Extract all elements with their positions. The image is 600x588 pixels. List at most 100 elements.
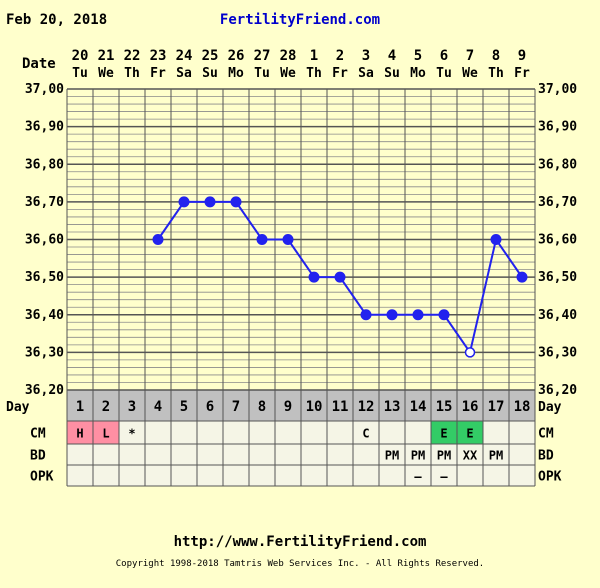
opk-row-label: OPK <box>30 470 54 485</box>
date-label: 4 <box>388 48 396 64</box>
cycle-day: 4 <box>154 399 162 415</box>
y-tick-left: 36,20 <box>25 383 64 398</box>
day-row-label-right: Day <box>538 400 562 415</box>
bd-cell: PM <box>385 449 399 463</box>
cycle-day: 8 <box>258 399 266 415</box>
y-tick-right: 36,90 <box>538 120 577 135</box>
weekday-label: We <box>462 66 478 81</box>
opk-cell: — <box>414 470 422 484</box>
y-tick-right: 36,20 <box>538 383 577 398</box>
temperature-point <box>464 347 476 358</box>
y-tick-right: 36,30 <box>538 345 577 360</box>
date-label: 28 <box>280 48 297 64</box>
footer-copyright: Copyright 1998-2018 Tamtris Web Services… <box>116 559 484 569</box>
cm-cell: * <box>128 427 135 441</box>
date-label: 6 <box>440 48 448 64</box>
y-tick-right: 36,40 <box>538 308 577 323</box>
cm-cell-highlight <box>67 421 93 444</box>
temperature-point <box>412 309 424 321</box>
bd-cell: PM <box>437 449 451 463</box>
weekday-label: Fr <box>514 66 530 81</box>
weekday-label: Tu <box>254 66 270 81</box>
cycle-day: 11 <box>332 399 349 415</box>
date-label: 25 <box>202 48 219 64</box>
cycle-day: 3 <box>128 399 136 415</box>
cycle-day: 9 <box>284 399 292 415</box>
weekday-label: Tu <box>436 66 452 81</box>
weekday-label: Mo <box>228 66 244 81</box>
date-label: 20 <box>72 48 89 64</box>
cm-cell-highlight <box>457 421 483 444</box>
weekday-label: We <box>98 66 114 81</box>
cycle-day: 1 <box>76 399 84 415</box>
cm-cell: E <box>466 427 473 441</box>
y-tick-left: 36,30 <box>25 345 64 360</box>
weekday-label: Sa <box>176 66 192 81</box>
header-site: FertilityFriend.com <box>220 12 380 28</box>
y-tick-left: 36,70 <box>25 195 64 210</box>
weekday-label: Su <box>384 66 400 81</box>
cm-cell: E <box>440 427 447 441</box>
temperature-point <box>438 309 450 321</box>
y-tick-left: 36,90 <box>25 120 64 135</box>
temperature-point <box>256 234 268 245</box>
cycle-day: 15 <box>436 399 453 415</box>
bd-cell: XX <box>463 449 478 463</box>
weekday-label: Fr <box>150 66 166 81</box>
opk-row-label-right: OPK <box>538 470 562 485</box>
cycle-day: 16 <box>462 399 479 415</box>
date-label: 22 <box>124 48 141 64</box>
cycle-day: 14 <box>410 399 427 415</box>
temperature-point <box>282 234 294 245</box>
temperature-point <box>178 196 190 208</box>
cycle-day: 5 <box>180 399 188 415</box>
day-row-label: Day <box>6 400 30 415</box>
cm-cell: H <box>76 427 83 441</box>
temperature-point <box>152 234 164 245</box>
temperature-point <box>204 196 216 208</box>
cycle-day: 12 <box>358 399 375 415</box>
cm-row-label-right: CM <box>538 427 554 442</box>
cm-cell: L <box>102 427 109 441</box>
y-tick-left: 36,50 <box>25 270 64 285</box>
date-label: 24 <box>176 48 193 64</box>
y-tick-right: 36,60 <box>538 233 577 248</box>
cycle-day: 2 <box>102 399 110 415</box>
cm-cell-highlight <box>93 421 119 444</box>
temperature-point <box>360 309 372 321</box>
date-label: 8 <box>492 48 500 64</box>
cycle-day: 18 <box>514 399 531 415</box>
y-tick-left: 36,60 <box>25 233 64 248</box>
cm-cell-highlight <box>431 421 457 444</box>
bd-cell: PM <box>489 449 503 463</box>
weekday-label: We <box>280 66 296 81</box>
bd-cell: PM <box>411 449 425 463</box>
temperature-point <box>230 196 242 208</box>
date-label: 1 <box>310 48 318 64</box>
temperature-point <box>308 271 320 283</box>
cycle-day: 6 <box>206 399 214 415</box>
cycle-day: 13 <box>384 399 401 415</box>
bd-row-label: BD <box>30 449 46 464</box>
y-tick-right: 36,70 <box>538 195 577 210</box>
date-label: 5 <box>414 48 422 64</box>
y-tick-left: 36,80 <box>25 157 64 172</box>
y-tick-left: 36,40 <box>25 308 64 323</box>
weekday-label: Tu <box>72 66 88 81</box>
bd-row-label-right: BD <box>538 449 554 464</box>
weekday-label: Th <box>124 66 140 81</box>
weekday-label: Fr <box>332 66 348 81</box>
temperature-point <box>490 234 502 245</box>
weekday-label: Th <box>306 66 322 81</box>
cm-row-label: CM <box>30 427 46 442</box>
date-label: 2 <box>336 48 344 64</box>
date-label: 3 <box>362 48 370 64</box>
y-tick-right: 36,50 <box>538 270 577 285</box>
temperature-point <box>516 271 528 283</box>
cycle-day: 17 <box>488 399 505 415</box>
footer-url: http://www.FertilityFriend.com <box>174 534 427 550</box>
date-label: 21 <box>98 48 115 64</box>
weekday-label: Su <box>202 66 218 81</box>
y-tick-right: 37,00 <box>538 82 577 97</box>
